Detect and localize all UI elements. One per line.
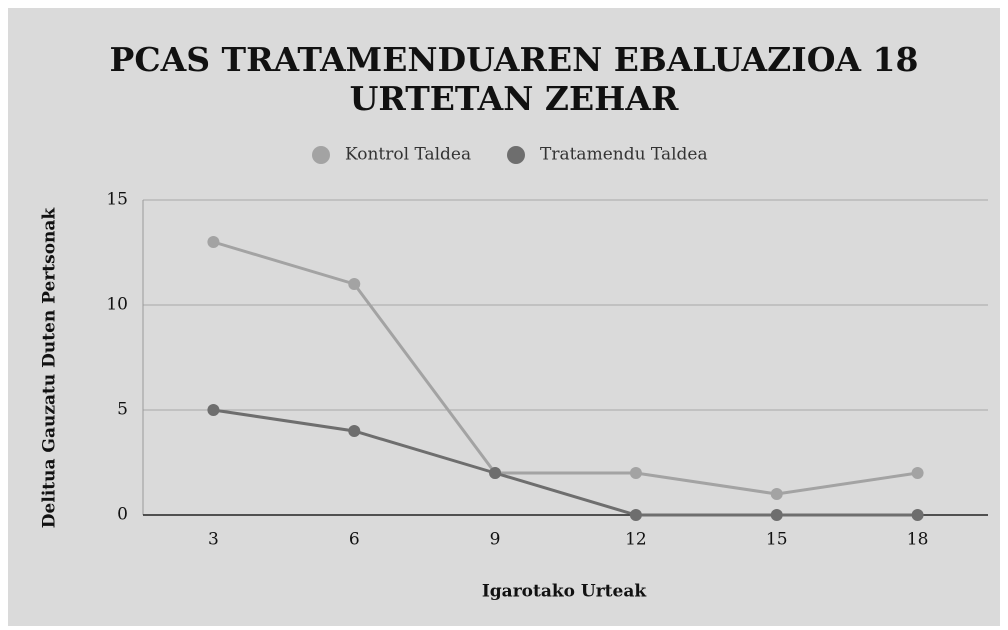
series-line [213,408,918,517]
data-point [207,404,220,416]
x-tick-label: 6 [349,530,360,550]
data-point [207,236,220,248]
data-point [911,467,924,479]
x-tick-label: 3 [208,530,219,550]
chart-title: PCAS TRATAMENDUAREN EBALUAZIOA 18 [110,40,919,79]
y-tick-label: 15 [106,190,128,210]
x-tick-label: 15 [766,530,788,550]
data-point [489,467,502,479]
x-axis-title: Igarotako Urteak [482,582,648,602]
legend-marker [507,146,525,164]
legend-label: Kontrol Taldea [345,145,471,165]
x-tick-label: 12 [625,530,647,550]
data-point [348,425,361,437]
series-line [212,240,918,496]
data-point [348,278,361,290]
data-point [629,467,642,479]
data-point [770,488,783,500]
data-point [911,509,924,521]
y-tick-label: 0 [117,505,128,525]
data-point [770,509,783,521]
y-tick-label: 10 [106,295,128,315]
legend-marker [312,146,330,164]
y-axis-title: Delitua Gauzatu Duten Pertsonak [40,207,60,529]
data-point [629,509,642,521]
x-tick-label: 18 [907,530,929,550]
y-tick-label: 5 [117,400,128,420]
legend-label: Tratamendu Taldea [540,145,708,165]
panel [8,8,1000,626]
chart-title: URTETAN ZEHAR [350,79,679,118]
x-tick-label: 9 [490,530,501,550]
